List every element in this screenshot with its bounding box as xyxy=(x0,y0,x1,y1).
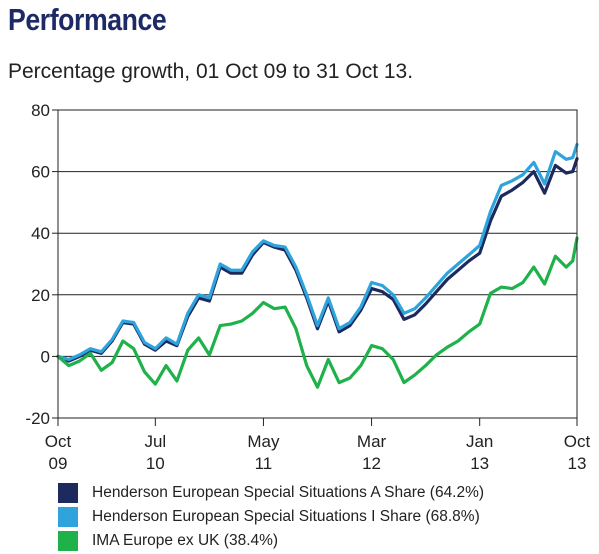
x-axis-tick-labels: Oct 09 Jul 10 May 11 Mar 12 Jan 13 Oct 13 xyxy=(45,418,591,473)
legend-swatch xyxy=(58,483,78,503)
y-tick-label: 80 xyxy=(31,101,50,120)
x-tick-label-year: 10 xyxy=(146,454,165,473)
x-tick-label: Mar xyxy=(357,432,387,451)
x-tick-label-year: 13 xyxy=(568,454,587,473)
series-line-1 xyxy=(56,142,579,362)
legend-item-1: Henderson European Special Situations I … xyxy=(58,506,484,528)
legend-label: IMA Europe ex UK (38.4%) xyxy=(92,532,279,549)
page-title: Performance xyxy=(8,2,167,37)
legend-label: Henderson European Special Situations A … xyxy=(92,484,485,501)
legend-item-0: Henderson European Special Situations A … xyxy=(58,482,484,504)
chart-legend: Henderson European Special Situations A … xyxy=(58,482,484,554)
y-tick-label: 60 xyxy=(31,163,50,182)
y-tick-label: 0 xyxy=(41,347,50,366)
plot-border xyxy=(57,109,578,419)
x-tick-label: May xyxy=(247,432,280,451)
x-tick-label-year: 11 xyxy=(255,454,273,473)
legend-label: Henderson European Special Situations I … xyxy=(92,508,480,525)
y-tick-label: -20 xyxy=(25,409,50,428)
x-tick-label: Jul xyxy=(144,432,166,451)
legend-swatch xyxy=(58,507,78,527)
x-tick-label-year: 12 xyxy=(362,454,381,473)
y-axis-tick-labels: -20 0 20 40 60 80 xyxy=(25,101,58,428)
x-tick-label: Oct xyxy=(564,432,591,451)
plot-frame xyxy=(57,109,578,419)
chart-subtitle: Percentage growth, 01 Oct 09 to 31 Oct 1… xyxy=(8,60,414,83)
y-tick-label: 20 xyxy=(31,286,50,305)
y-tick-label: 40 xyxy=(31,224,50,243)
x-tick-label-year: 09 xyxy=(49,454,68,473)
series-lines xyxy=(56,142,579,389)
x-tick-label: Jan xyxy=(466,432,493,451)
x-tick-label: Oct xyxy=(45,432,72,451)
x-tick-label-year: 13 xyxy=(470,454,489,473)
legend-swatch xyxy=(58,531,78,551)
legend-item-2: IMA Europe ex UK (38.4%) xyxy=(58,530,484,552)
series-line-2 xyxy=(56,236,579,389)
